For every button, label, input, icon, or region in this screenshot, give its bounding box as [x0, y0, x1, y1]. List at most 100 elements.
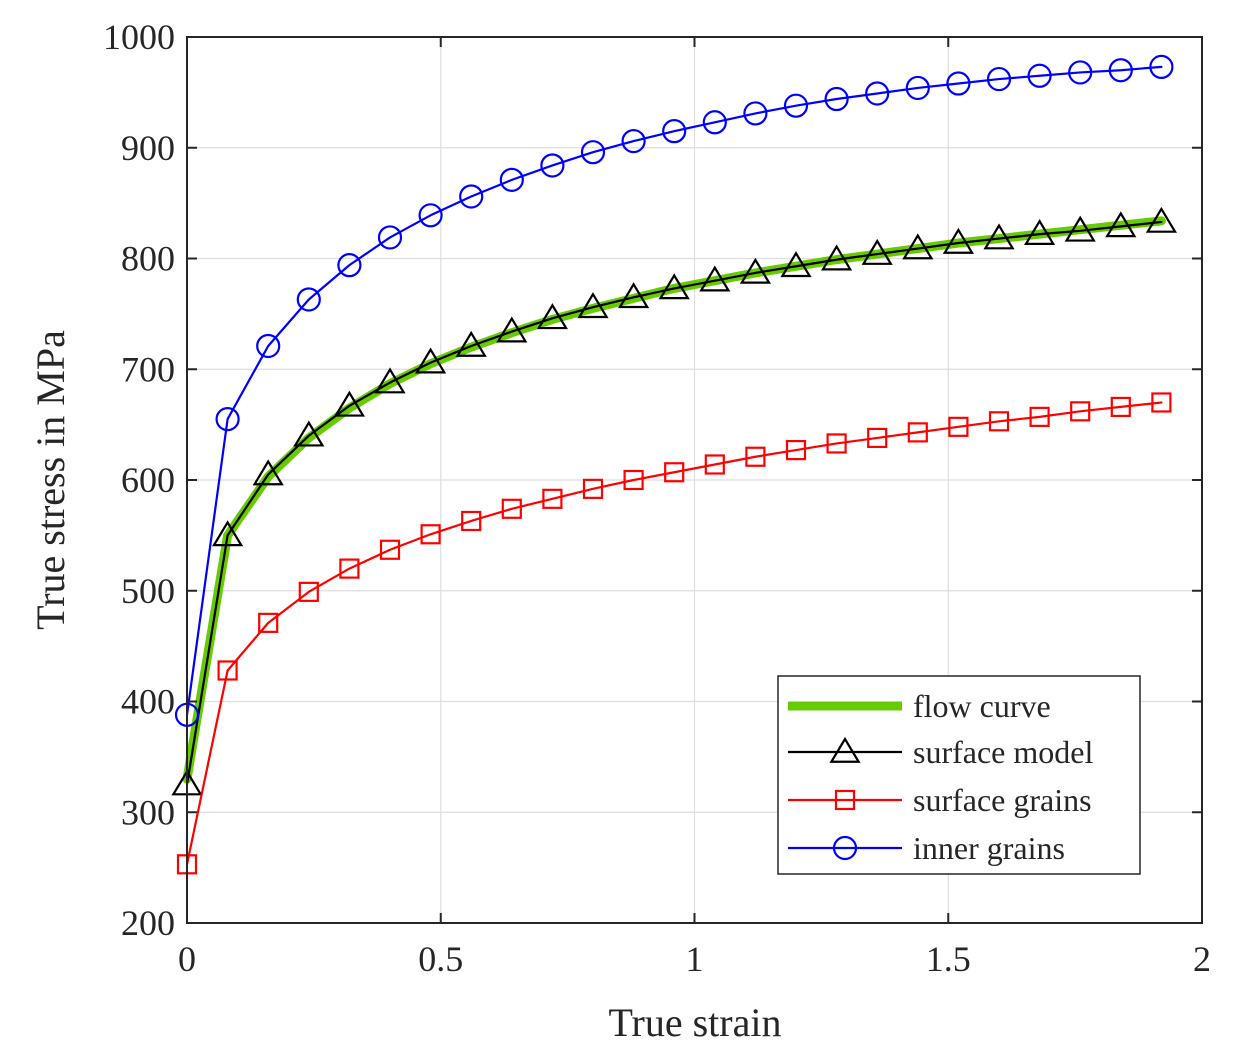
- x-tick-label: 1: [686, 939, 704, 979]
- data-point-surface-model: [1145, 206, 1177, 233]
- y-tick-label: 1000: [103, 17, 175, 57]
- data-point-surface-grains: [826, 433, 847, 454]
- x-tick-label: 0: [178, 939, 196, 979]
- legend-label-surface-model: surface model: [913, 734, 1093, 770]
- data-point-surface-model: [496, 316, 528, 343]
- data-point-surface-grains: [704, 454, 725, 475]
- data-point-inner-grains: [1108, 58, 1133, 83]
- data-point-surface-grains: [1029, 406, 1050, 427]
- data-point-inner-grains: [621, 129, 646, 154]
- y-tick-label: 600: [121, 460, 175, 500]
- y-tick-label: 700: [121, 349, 175, 389]
- data-point-inner-grains: [743, 101, 768, 126]
- data-point-surface-grains: [907, 422, 928, 443]
- data-point-inner-grains: [215, 406, 240, 432]
- data-point-surface-grains: [664, 462, 685, 483]
- data-point-surface-model: [252, 459, 284, 486]
- data-point-surface-grains: [623, 469, 644, 491]
- y-tick-label: 200: [121, 903, 175, 943]
- data-point-surface-grains: [988, 411, 1010, 432]
- data-point-inner-grains: [377, 225, 403, 250]
- data-point-surface-grains: [745, 446, 766, 467]
- data-point-surface-model: [902, 233, 934, 260]
- data-point-inner-grains: [783, 93, 809, 118]
- data-point-surface-model: [780, 251, 812, 278]
- data-point-inner-grains: [1068, 60, 1093, 85]
- data-point-surface-model: [333, 390, 365, 417]
- data-point-surface-grains: [785, 439, 807, 461]
- data-point-inner-grains: [986, 66, 1012, 92]
- legend-marker-inner-grains: [832, 835, 858, 861]
- data-point-surface-model: [658, 273, 690, 300]
- data-point-inner-grains: [540, 153, 565, 178]
- data-point-surface-model: [212, 520, 244, 547]
- data-point-surface-grains: [420, 524, 441, 545]
- data-point-inner-grains: [824, 86, 849, 112]
- data-point-surface-model: [861, 238, 893, 265]
- data-point-surface-grains: [542, 488, 563, 509]
- axes: 0 0.5 1 1.5 2 200 300 400 500 600 700 800 900 1000: [103, 17, 1211, 979]
- data-point-inner-grains: [662, 119, 687, 144]
- y-axis-label: True stress in MPa: [28, 330, 73, 630]
- data-point-surface-model: [699, 265, 731, 292]
- data-point-surface-model: [983, 223, 1015, 250]
- series-line-surface-model: [185, 220, 1163, 786]
- data-point-surface-grains: [867, 427, 888, 449]
- y-tick-label: 800: [121, 239, 175, 279]
- data-point-inner-grains: [946, 71, 971, 96]
- data-point-surface-grains: [1110, 396, 1131, 418]
- data-point-surface-model: [1064, 215, 1096, 242]
- legend: flow curve surface model surface grains inn…: [777, 675, 1141, 875]
- data-point-surface-grains: [501, 498, 522, 519]
- data-point-inner-grains: [418, 203, 443, 228]
- y-tick-label: 900: [121, 128, 175, 168]
- legend-marker-surface-model: [829, 736, 861, 763]
- data-point-inner-grains: [1027, 63, 1052, 88]
- series-inner-grains: [174, 54, 1174, 727]
- y-tick-label: 500: [121, 571, 175, 611]
- data-point-surface-model: [739, 257, 771, 284]
- data-point-surface-grains: [298, 581, 319, 602]
- y-tick-label: 300: [121, 792, 175, 832]
- data-point-surface-grains: [1151, 392, 1172, 413]
- data-point-inner-grains: [337, 253, 362, 278]
- data-point-surface-model: [1024, 218, 1056, 245]
- x-axis-label: True strain: [609, 1000, 782, 1045]
- data-point-inner-grains: [1149, 54, 1174, 80]
- data-point-surface-grains: [582, 478, 604, 499]
- series-line-inner-grains: [185, 65, 1163, 716]
- series-line-surface-grains: [185, 401, 1163, 866]
- grid: [187, 37, 1202, 923]
- data-point-inner-grains: [256, 333, 281, 359]
- data-point-inner-grains: [905, 75, 930, 101]
- data-point-surface-model: [618, 282, 650, 309]
- legend-label-flow-curve: flow curve: [913, 688, 1051, 724]
- data-point-surface-grains: [258, 612, 279, 633]
- legend-label-inner-grains: inner grains: [913, 830, 1065, 866]
- data-point-surface-model: [415, 347, 447, 374]
- data-point-surface-grains: [1070, 401, 1091, 422]
- data-point-surface-model: [293, 420, 325, 447]
- data-point-inner-grains: [865, 81, 890, 106]
- data-point-surface-model: [942, 227, 974, 254]
- data-point-inner-grains: [459, 184, 484, 209]
- data-point-surface-grains: [461, 510, 482, 532]
- legend-label-surface-grains: surface grains: [913, 782, 1092, 818]
- data-point-inner-grains: [296, 287, 321, 312]
- x-tick-label: 2: [1193, 939, 1211, 979]
- data-point-inner-grains: [702, 110, 727, 135]
- data-point-surface-grains: [217, 660, 238, 681]
- data-point-surface-model: [1105, 211, 1137, 238]
- data-point-inner-grains: [580, 140, 606, 165]
- x-tick-label: 1.5: [926, 939, 971, 979]
- data-point-surface-model: [374, 367, 406, 394]
- x-tick-label: 0.5: [418, 939, 463, 979]
- data-point-inner-grains: [499, 167, 524, 192]
- data-point-surface-model: [455, 330, 487, 357]
- y-tick-label: 400: [121, 682, 175, 722]
- data-point-surface-model: [577, 292, 609, 319]
- legend-marker-surface-grains: [834, 789, 856, 811]
- data-point-surface-model: [821, 244, 853, 271]
